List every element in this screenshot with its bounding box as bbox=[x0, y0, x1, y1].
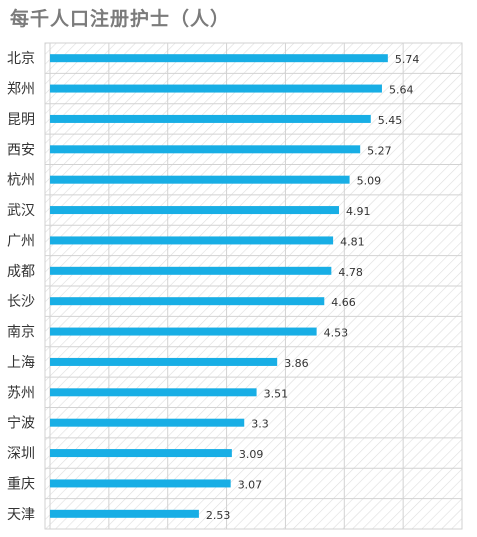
value-label: 4.66 bbox=[331, 296, 356, 309]
category-label: 武汉 bbox=[7, 203, 35, 219]
value-label: 4.91 bbox=[346, 205, 371, 218]
bar-上海 bbox=[50, 357, 278, 366]
category-label: 杭州 bbox=[7, 173, 35, 189]
bar-杭州 bbox=[50, 175, 350, 184]
bar-天津 bbox=[50, 509, 199, 518]
bar-苏州 bbox=[50, 388, 257, 397]
bar-重庆 bbox=[50, 479, 231, 488]
value-label: 4.81 bbox=[340, 235, 365, 248]
bars bbox=[50, 54, 388, 518]
value-label: 4.78 bbox=[338, 266, 363, 279]
value-label: 3.09 bbox=[239, 448, 264, 461]
bar-北京 bbox=[50, 54, 388, 63]
value-label: 5.27 bbox=[367, 144, 392, 157]
category-label: 成都 bbox=[7, 264, 35, 280]
value-label: 3.86 bbox=[284, 357, 309, 370]
value-label: 5.74 bbox=[395, 53, 420, 66]
bar-郑州 bbox=[50, 84, 382, 93]
bar-长沙 bbox=[50, 297, 325, 306]
category-label: 上海 bbox=[7, 355, 35, 371]
value-label: 3.07 bbox=[238, 478, 262, 491]
value-label: 5.09 bbox=[357, 175, 382, 188]
bar-深圳 bbox=[50, 449, 232, 458]
category-label: 昆明 bbox=[7, 112, 35, 128]
gridlines bbox=[45, 43, 463, 529]
category-label: 南京 bbox=[7, 325, 35, 341]
bar-广州 bbox=[50, 236, 334, 245]
bar-南京 bbox=[50, 327, 317, 336]
value-label: 3.3 bbox=[251, 418, 269, 431]
value-label: 2.53 bbox=[206, 509, 231, 522]
category-label: 郑州 bbox=[7, 82, 35, 98]
value-label: 5.64 bbox=[389, 84, 414, 97]
value-label: 4.53 bbox=[324, 327, 349, 340]
value-label: 3.51 bbox=[264, 387, 289, 400]
category-label: 长沙 bbox=[7, 294, 35, 310]
bar-武汉 bbox=[50, 206, 339, 215]
category-label: 重庆 bbox=[7, 476, 35, 492]
category-label: 西安 bbox=[7, 142, 35, 158]
category-label: 宁波 bbox=[7, 415, 35, 432]
category-label: 苏州 bbox=[7, 385, 35, 401]
category-label: 北京 bbox=[7, 51, 35, 67]
chart-title: 每千人口注册护士（人） bbox=[10, 8, 231, 30]
bar-宁波 bbox=[50, 418, 245, 427]
category-label: 深圳 bbox=[7, 446, 35, 462]
labels: 北京 5.74 郑州 5.64 昆明 5.45 西安 5.27 杭州 5.09 武汉 4.91 广州 4.… bbox=[7, 51, 419, 523]
value-label: 5.45 bbox=[378, 114, 403, 127]
category-label: 广州 bbox=[7, 233, 35, 249]
bar-西安 bbox=[50, 145, 361, 154]
bar-成都 bbox=[50, 266, 332, 275]
category-label: 天津 bbox=[7, 507, 35, 523]
bar-昆明 bbox=[50, 114, 371, 123]
